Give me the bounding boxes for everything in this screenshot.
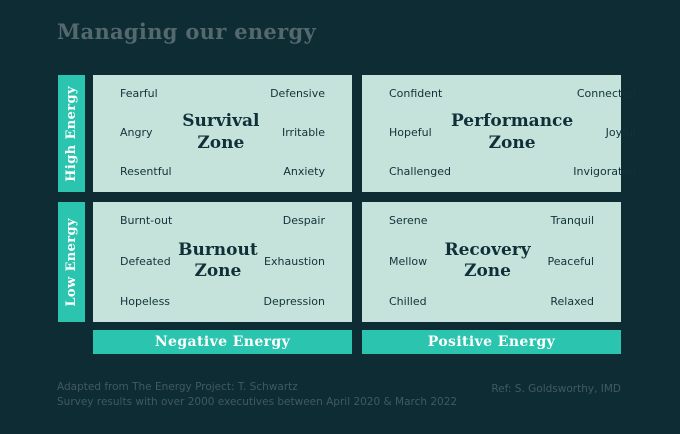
y-axis-high-energy: High Energy [58,75,85,192]
emotion-word: Defensive [270,87,325,100]
emotion-word: Irritable [281,126,325,139]
survival-left-words: Fearful Angry Resentful [120,88,172,177]
y-axis-low-energy: Low Energy [58,202,85,322]
emotion-word: Defeated [120,254,171,268]
emotion-word: Burnt-out [120,214,173,227]
survival-right-words: Defensive Irritable Anxiety [270,88,325,177]
footer-reference: Ref: S. Goldsworthy, IMD [491,383,621,395]
burnout-left-words: Burnt-out Defeated Hopeless [120,215,172,307]
zone-title-line: Zone [197,132,245,153]
emotion-word: Anxiety [283,165,325,178]
emotion-word: Connected [576,87,637,100]
recovery-left-words: Serene Mellow Chilled [389,215,428,307]
emotion-word: Exhaustion [264,254,325,268]
burnout-right-words: Despair Exhaustion Depression [264,215,326,307]
emotion-word: Resentful [120,165,172,178]
survival-zone-title: Survival Zone [182,111,259,154]
emotion-word: Challenged [389,165,451,178]
emotion-word: Depression [263,295,326,308]
zone-title-line: Zone [488,132,536,153]
emotion-word: Peaceful [547,254,594,268]
zone-title-line: Zone [464,261,511,281]
footer-attribution-line2: Survey results with over 2000 executives… [57,395,458,408]
emotion-word: Confident [389,87,443,100]
emotion-word: Fearful [120,87,158,100]
emotion-word: Tranquil [550,214,594,227]
quadrant-burnout-zone: Burnt-out Defeated Hopeless Burnout Zone… [93,202,352,322]
emotion-word: Hopeful [389,126,432,139]
quadrant-recovery-zone: Serene Mellow Chilled Recovery Zone Tran… [362,202,621,322]
zone-title-line: Recovery [444,239,531,260]
quadrant-performance-zone: Confident Hopeful Challenged Performance… [362,75,636,192]
footer-attribution: Adapted from The Energy Project: T. Schw… [57,380,457,409]
zone-title-line: Burnout [178,239,258,260]
x-axis-negative-energy: Negative Energy [93,330,352,354]
recovery-zone-title: Recovery Zone [444,240,530,283]
recovery-right-words: Tranquil Peaceful Relaxed [548,215,594,307]
emotion-word: Hopeless [120,295,171,308]
x-axis-positive-energy: Positive Energy [362,330,621,354]
zone-title-line: Zone [194,261,242,281]
emotion-word: Relaxed [550,295,594,308]
burnout-zone-title: Burnout Zone [178,240,258,283]
quadrant-survival-zone: Fearful Angry Resentful Survival Zone De… [93,75,352,192]
emotion-word: Invigorated [573,165,637,178]
performance-right-words: Connected Joyful Invigorated [573,88,636,177]
x-axis-negative-energy-label: Negative Energy [154,334,291,350]
emotion-word: Joyful [605,126,637,139]
emotion-word: Chilled [389,295,427,308]
zone-title-line: Performance [450,111,574,132]
footer-attribution-line1: Adapted from The Energy Project: T. Schw… [57,381,298,393]
emotion-word: Angry [120,126,153,139]
zone-title-line: Survival [182,111,260,132]
x-axis-positive-energy-label: Positive Energy [427,334,556,350]
page-title: Managing our energy [57,19,316,44]
performance-left-words: Confident Hopeful Challenged [389,88,451,177]
emotion-word: Mellow [389,254,428,268]
y-axis-low-energy-label: Low Energy [64,217,79,307]
emotion-word: Despair [282,214,325,227]
y-axis-high-energy-label: High Energy [64,85,79,182]
performance-zone-title: Performance Zone [451,111,573,154]
emotion-word: Serene [389,214,428,227]
